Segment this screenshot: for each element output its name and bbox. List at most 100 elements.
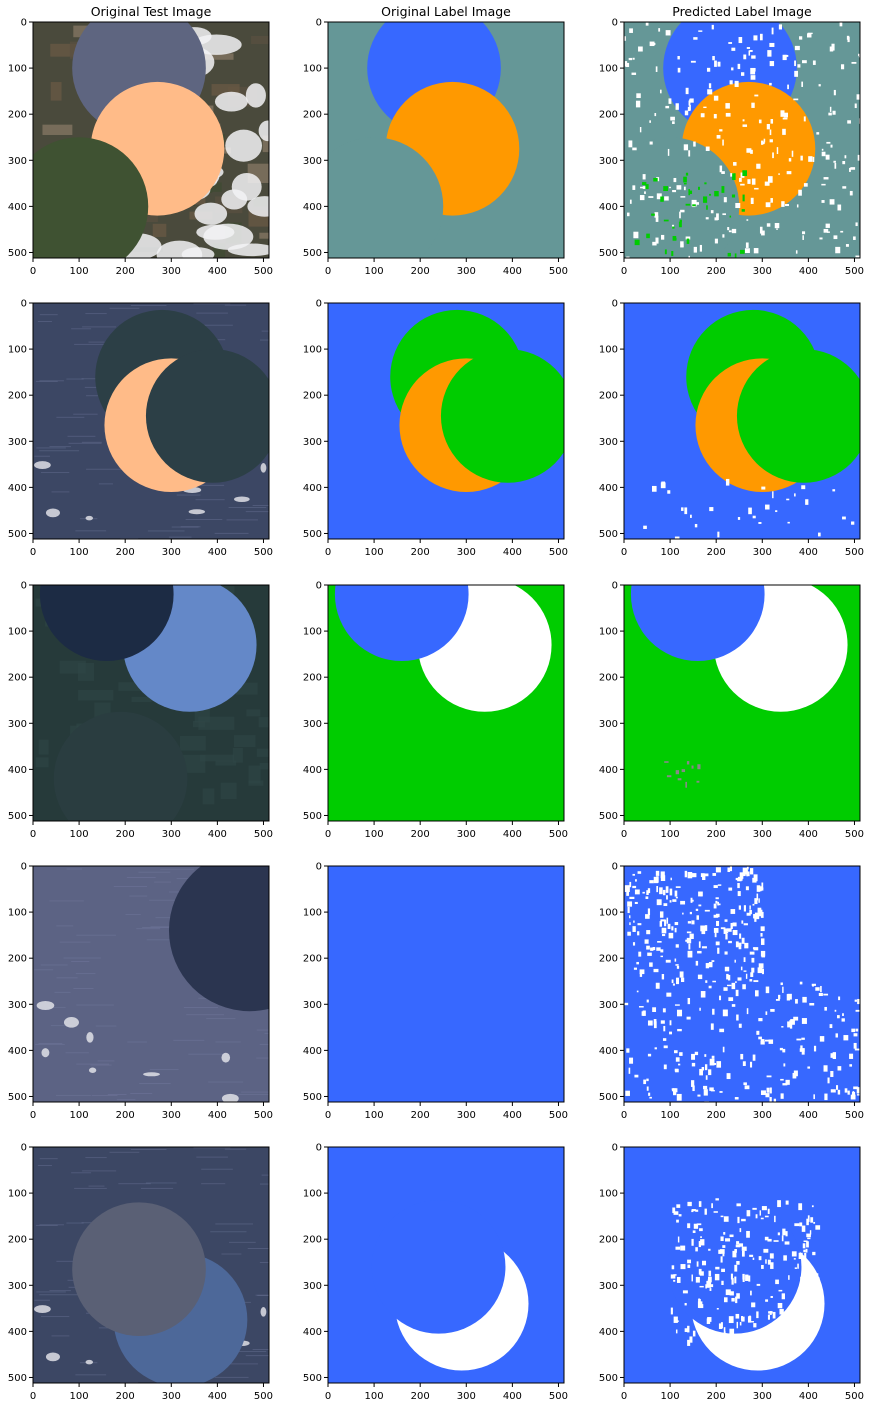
y-tick-label: 100 xyxy=(8,627,27,638)
y-tick-label: 100 xyxy=(303,345,322,356)
axes-frame xyxy=(32,865,270,1103)
x-tick-label: 200 xyxy=(707,829,726,840)
y-tick-label: 200 xyxy=(303,110,322,121)
y-tick-label: 200 xyxy=(8,673,27,684)
y-tick-label: 200 xyxy=(8,1235,27,1246)
y-tick-label: 100 xyxy=(599,64,618,75)
y-tick-label: 100 xyxy=(8,64,27,75)
y-tick-label: 500 xyxy=(8,1373,27,1384)
x-tick-label: 200 xyxy=(116,1391,135,1402)
x-tick-label: 400 xyxy=(503,829,522,840)
x-tick-label: 400 xyxy=(208,1391,227,1402)
x-tick-label: 500 xyxy=(845,829,864,840)
y-tick-label: 100 xyxy=(8,908,27,919)
x-tick-label: 500 xyxy=(254,1110,273,1121)
y-tick-label: 400 xyxy=(8,202,27,213)
x-tick-label: 200 xyxy=(411,829,430,840)
image-content xyxy=(33,22,270,259)
x-tick-label: 400 xyxy=(503,547,522,558)
y-tick-label: 400 xyxy=(599,483,618,494)
x-tick-label: 500 xyxy=(845,266,864,277)
axes-frame xyxy=(32,302,270,540)
x-tick-label: 0 xyxy=(621,1110,627,1121)
image-region-2 xyxy=(328,137,444,259)
y-tick-label: 300 xyxy=(303,437,322,448)
image-content xyxy=(328,1147,564,1383)
image-region-0 xyxy=(169,866,270,1012)
image-content xyxy=(328,22,564,259)
y-tick-label: 500 xyxy=(303,811,322,822)
y-tick-label: 300 xyxy=(8,1000,27,1011)
image-region-2 xyxy=(624,137,740,259)
x-tick-label: 300 xyxy=(162,1391,181,1402)
y-tick-label: 0 xyxy=(612,581,618,592)
y-tick-label: 200 xyxy=(599,391,618,402)
y-tick-label: 500 xyxy=(599,1092,618,1103)
image-region-2 xyxy=(440,349,565,483)
x-tick-label: 200 xyxy=(707,547,726,558)
axes-frame xyxy=(327,865,565,1103)
y-tick-label: 100 xyxy=(8,345,27,356)
y-tick-label: 0 xyxy=(316,1143,322,1154)
x-tick-label: 200 xyxy=(116,1110,135,1121)
x-tick-label: 100 xyxy=(70,1391,89,1402)
x-tick-label: 0 xyxy=(621,266,627,277)
y-tick-label: 500 xyxy=(303,248,322,259)
image-region-1 xyxy=(334,585,469,662)
y-tick-label: 200 xyxy=(599,110,618,121)
x-tick-label: 100 xyxy=(70,1110,89,1121)
x-tick-label: 400 xyxy=(208,266,227,277)
y-tick-label: 300 xyxy=(303,156,322,167)
x-tick-label: 200 xyxy=(411,1391,430,1402)
y-tick-label: 300 xyxy=(8,156,27,167)
column-title-1: Original Label Image xyxy=(381,4,511,19)
x-tick-label: 0 xyxy=(325,266,331,277)
y-tick-label: 400 xyxy=(599,1046,618,1057)
x-tick-label: 200 xyxy=(707,1391,726,1402)
y-tick-label: 200 xyxy=(599,673,618,684)
y-tick-label: 400 xyxy=(599,765,618,776)
y-tick-label: 200 xyxy=(303,673,322,684)
y-tick-label: 300 xyxy=(599,1281,618,1292)
x-tick-label: 300 xyxy=(753,829,772,840)
x-tick-label: 400 xyxy=(208,547,227,558)
y-tick-label: 0 xyxy=(612,18,618,29)
x-tick-label: 100 xyxy=(365,829,384,840)
x-tick-label: 200 xyxy=(411,547,430,558)
image-content xyxy=(624,585,860,821)
x-tick-label: 300 xyxy=(162,829,181,840)
image-region-2 xyxy=(33,137,149,259)
y-tick-label: 500 xyxy=(599,248,618,259)
image-content xyxy=(328,303,565,539)
x-tick-label: 0 xyxy=(325,1110,331,1121)
image-region-1 xyxy=(371,1200,506,1334)
y-tick-label: 400 xyxy=(303,1046,322,1057)
y-tick-label: 200 xyxy=(8,110,27,121)
y-tick-label: 500 xyxy=(599,811,618,822)
x-tick-label: 400 xyxy=(799,547,818,558)
x-tick-label: 100 xyxy=(365,1110,384,1121)
image-content xyxy=(328,866,564,1102)
y-tick-label: 100 xyxy=(599,627,618,638)
x-tick-label: 400 xyxy=(503,1391,522,1402)
y-tick-label: 200 xyxy=(8,954,27,965)
y-tick-label: 100 xyxy=(303,64,322,75)
y-tick-label: 0 xyxy=(316,299,322,310)
x-tick-label: 500 xyxy=(254,1391,273,1402)
column-titles: Original Test Image Original Label Image P… xyxy=(91,4,812,19)
image-region-1 xyxy=(72,1202,206,1336)
y-tick-label: 100 xyxy=(303,627,322,638)
y-tick-label: 500 xyxy=(599,529,618,540)
x-tick-label: 100 xyxy=(365,266,384,277)
x-tick-label: 100 xyxy=(365,547,384,558)
x-tick-label: 400 xyxy=(208,1110,227,1121)
x-tick-label: 500 xyxy=(254,829,273,840)
column-title-0: Original Test Image xyxy=(91,4,212,19)
x-tick-label: 500 xyxy=(549,1391,568,1402)
